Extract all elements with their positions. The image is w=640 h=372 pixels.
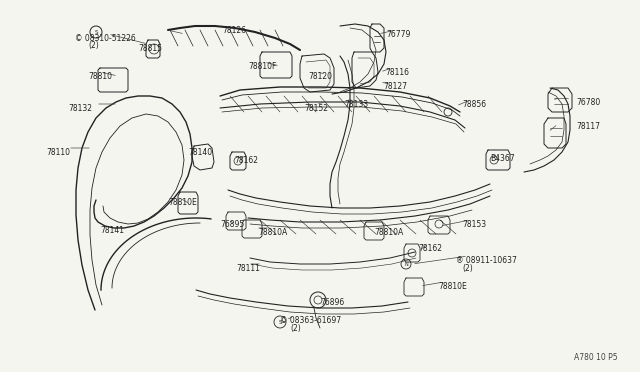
Text: 78856: 78856 [462,100,486,109]
Text: 78133: 78133 [344,100,368,109]
Text: 78810A: 78810A [374,228,403,237]
Text: 78141: 78141 [100,226,124,235]
Text: (2): (2) [462,264,473,273]
Text: 78126: 78126 [222,26,246,35]
Text: 78810: 78810 [88,72,112,81]
Text: 78162: 78162 [234,156,258,165]
Text: 78140: 78140 [188,148,212,157]
Text: 76896: 76896 [320,298,344,307]
Text: 78162: 78162 [418,244,442,253]
Text: 78152: 78152 [304,104,328,113]
Text: 78810A: 78810A [258,228,287,237]
Text: 78810E: 78810E [168,198,196,207]
Text: (2): (2) [88,41,99,50]
Text: A780 10 P5: A780 10 P5 [574,353,618,362]
Text: 78116: 78116 [385,68,409,77]
Text: © 08363-61697: © 08363-61697 [280,316,341,325]
Text: S: S [278,320,282,324]
Text: 78110: 78110 [46,148,70,157]
Text: © 08310-51226: © 08310-51226 [75,34,136,43]
Text: 78810E: 78810E [438,282,467,291]
Text: 76895: 76895 [220,220,244,229]
Text: 78117: 78117 [576,122,600,131]
Text: 78132: 78132 [68,104,92,113]
Text: 78111: 78111 [236,264,260,273]
Text: 76779: 76779 [386,30,410,39]
Text: 78127: 78127 [383,82,407,91]
Text: 78153: 78153 [462,220,486,229]
Text: (2): (2) [290,324,301,333]
Text: S: S [94,29,98,35]
Text: 78120: 78120 [308,72,332,81]
Text: N: N [404,262,408,266]
Text: ® 08911-10637: ® 08911-10637 [456,256,517,265]
Text: 76780: 76780 [576,98,600,107]
Text: B4367: B4367 [490,154,515,163]
Text: 78815: 78815 [138,44,162,53]
Text: 78810F: 78810F [248,62,276,71]
